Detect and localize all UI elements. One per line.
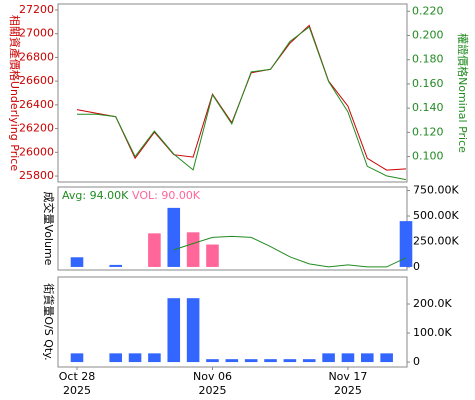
bar bbox=[399, 221, 413, 267]
y2-axis-label: 權證價格Nominal Price bbox=[456, 33, 470, 153]
y-tick-label: 750.00K bbox=[413, 184, 459, 197]
y-tick-label: 0 bbox=[413, 260, 420, 273]
bar bbox=[206, 359, 219, 363]
bar bbox=[302, 359, 316, 363]
bar bbox=[167, 207, 181, 267]
bar bbox=[264, 359, 277, 363]
bar bbox=[283, 359, 297, 363]
bar bbox=[167, 298, 181, 363]
bar bbox=[380, 353, 393, 363]
y-tick-label: 27200 bbox=[19, 3, 54, 16]
y-tick-label: 250.00K bbox=[413, 234, 459, 247]
y2-tick-label: 0.140 bbox=[412, 101, 444, 114]
y-tick-label: 25800 bbox=[19, 169, 54, 182]
bar bbox=[225, 359, 239, 363]
y-tick-label: 26400 bbox=[19, 98, 54, 111]
bar bbox=[109, 264, 122, 267]
y2-tick-label: 0.120 bbox=[412, 125, 444, 138]
plot-frame bbox=[57, 3, 408, 183]
bar bbox=[148, 353, 161, 363]
y-axis-label: 成交量Volume bbox=[42, 192, 56, 266]
y-tick-label: 26800 bbox=[19, 50, 54, 63]
legend-item: Avg: 94.00K bbox=[62, 189, 129, 202]
bar bbox=[128, 353, 142, 363]
plot-frame bbox=[57, 276, 408, 368]
y-tick-label: 26200 bbox=[19, 122, 54, 135]
y-tick-label: 500.00K bbox=[413, 209, 459, 222]
bar bbox=[244, 359, 258, 363]
legend-item: VOL: 90.00K bbox=[132, 189, 201, 202]
y-tick-label: 27000 bbox=[19, 27, 54, 40]
line bbox=[77, 26, 407, 181]
bar bbox=[341, 353, 355, 363]
y2-tick-label: 0.160 bbox=[412, 77, 444, 90]
y-tick-label: 26600 bbox=[19, 74, 54, 87]
x-tick-label: Oct 28 2025 bbox=[58, 370, 96, 397]
line bbox=[173, 235, 407, 268]
x-tick-label: Nov 06 2025 bbox=[192, 370, 232, 397]
bar bbox=[70, 257, 84, 267]
bar bbox=[148, 233, 161, 267]
y-tick-label: 0 bbox=[413, 355, 420, 368]
bar bbox=[206, 244, 219, 267]
y-axis-label: 街貨量O/S Qty. bbox=[42, 283, 56, 360]
y-tick-label: 200.0K bbox=[413, 297, 452, 310]
y-tick-label: 100.0K bbox=[413, 326, 452, 339]
y2-tick-label: 0.100 bbox=[412, 150, 444, 163]
y2-tick-label: 0.200 bbox=[412, 28, 444, 41]
bar bbox=[186, 298, 200, 363]
x-tick-label: Nov 17 2025 bbox=[328, 370, 368, 397]
bar bbox=[322, 353, 335, 363]
y-axis-label: 相關資產價格Underlying Price bbox=[8, 15, 22, 171]
bar bbox=[361, 353, 374, 363]
y2-tick-label: 0.180 bbox=[412, 53, 444, 66]
y2-tick-label: 0.220 bbox=[412, 4, 444, 17]
bar bbox=[109, 353, 122, 363]
bar bbox=[70, 353, 84, 363]
y-tick-label: 26000 bbox=[19, 145, 54, 158]
bar bbox=[186, 232, 200, 267]
